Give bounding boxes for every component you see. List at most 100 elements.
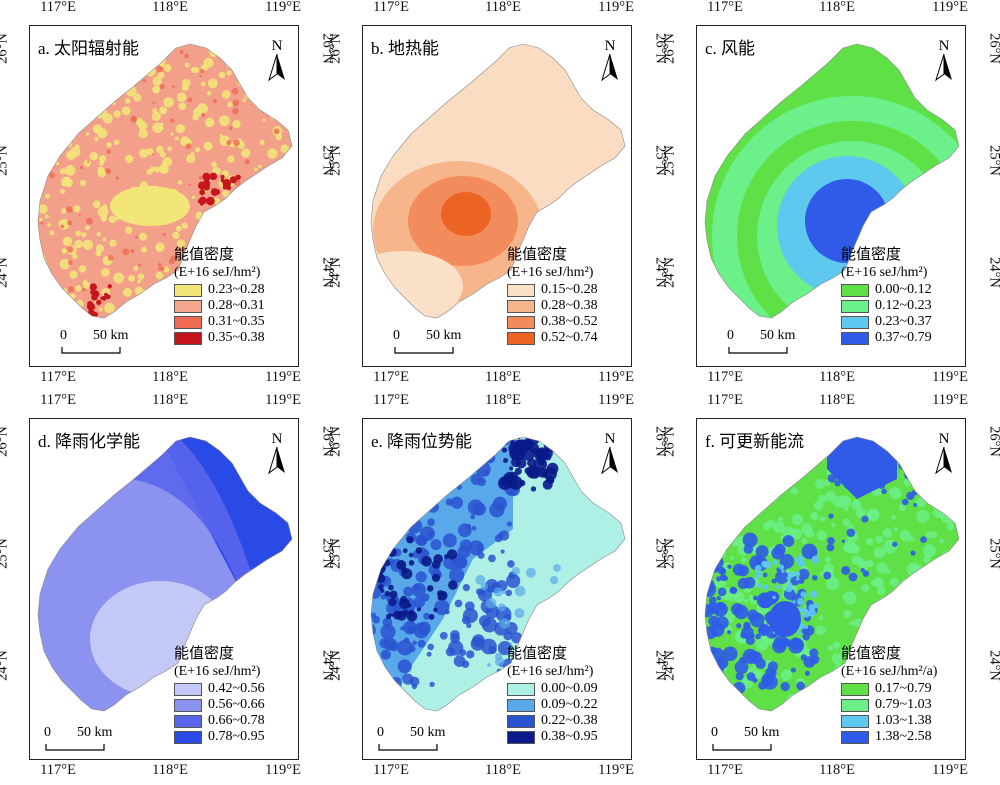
lon-tick-bottom: 117°E xyxy=(707,369,743,385)
panel-title: a. 太阳辐射能 xyxy=(38,39,140,58)
lat-tick-left: 26°N xyxy=(0,426,11,457)
map-frame xyxy=(696,418,966,760)
lat-tick-left: 25°N xyxy=(327,145,344,176)
lat-tick-left: 24°N xyxy=(661,257,678,288)
legend-title: 能值密度 xyxy=(507,646,568,662)
map-canvas xyxy=(37,436,293,712)
lon-tick-bottom: 119°E xyxy=(265,762,301,778)
lat-tick-right: 25°N xyxy=(986,145,1000,176)
legend-label: 0.42~0.56 xyxy=(208,681,265,696)
legend-swatch xyxy=(841,698,869,712)
legend-swatch xyxy=(841,299,869,313)
north-label: N xyxy=(605,431,616,447)
lon-tick-top: 118°E xyxy=(152,0,188,15)
lat-tick-left: 26°N xyxy=(661,33,678,64)
legend-label: 0.35~0.38 xyxy=(208,330,265,345)
legend-unit: (E+16 seJ/hm²) xyxy=(507,265,594,280)
north-arrow-icon: N xyxy=(595,429,625,481)
lon-tick-top: 119°E xyxy=(932,392,968,408)
legend-title: 能值密度 xyxy=(841,646,902,662)
lon-tick-top: 118°E xyxy=(485,0,521,15)
legend-item: 0.52~0.74 xyxy=(507,330,598,346)
legend-swatch xyxy=(841,331,869,345)
legend-label: 0.09~0.22 xyxy=(541,697,598,712)
legend-label: 1.03~1.38 xyxy=(875,713,932,728)
legend-item: 0.79~1.03 xyxy=(841,697,937,713)
legend: 能值密度 (E+16 seJ/hm²) 0.00~0.09 0.09~0.22 0.22… xyxy=(507,645,598,745)
lat-tick-left: 24°N xyxy=(0,257,11,288)
scale-text: 0 50 km xyxy=(711,725,779,741)
lon-tick-bottom: 119°E xyxy=(932,369,968,385)
legend-swatch xyxy=(841,283,869,297)
scale-zero: 0 xyxy=(727,328,734,343)
lon-tick-bottom: 119°E xyxy=(598,369,634,385)
lon-tick-bottom: 119°E xyxy=(598,762,634,778)
north-label: N xyxy=(939,38,950,54)
lat-tick-left: 24°N xyxy=(661,650,678,681)
scale-bar: 0 50 km xyxy=(393,328,461,360)
map-frame xyxy=(362,25,632,367)
legend-label: 0.52~0.74 xyxy=(541,330,598,345)
legend-unit: (E+16 seJ/hm²) xyxy=(841,265,928,280)
scale-bar-line xyxy=(45,744,105,751)
legend-unit: (E+16 seJ/hm²/a) xyxy=(841,664,938,679)
lon-tick-top: 119°E xyxy=(265,0,301,15)
legend-label: 0.22~0.38 xyxy=(541,713,598,728)
legend-swatch xyxy=(841,730,869,744)
legend-swatch xyxy=(174,299,202,313)
legend-swatch xyxy=(174,714,202,728)
map-canvas xyxy=(370,43,626,319)
scale-zero: 0 xyxy=(44,725,51,740)
scale-bar: 0 50 km xyxy=(711,725,779,757)
lon-tick-bottom: 118°E xyxy=(152,369,188,385)
lat-tick-left: 24°N xyxy=(327,650,344,681)
scale-text: 0 50 km xyxy=(60,328,128,344)
scale-zero: 0 xyxy=(393,328,400,343)
legend-swatch xyxy=(507,331,535,345)
lon-tick-bottom: 118°E xyxy=(152,762,188,778)
legend-item: 0.23~0.37 xyxy=(841,314,932,330)
scale-zero: 0 xyxy=(377,725,384,740)
panel-title: e. 降雨位势能 xyxy=(371,432,473,451)
legend-item: 0.38~0.52 xyxy=(507,314,598,330)
lat-tick-left: 25°N xyxy=(0,538,11,569)
scale-text: 0 50 km xyxy=(727,328,795,344)
legend-item: 0.22~0.38 xyxy=(507,713,598,729)
legend: 能值密度 (E+16 seJ/hm²) 0.23~0.28 0.28~0.31 0.31… xyxy=(174,246,265,346)
north-arrow-icon: N xyxy=(929,429,959,481)
lon-tick-bottom: 117°E xyxy=(707,762,743,778)
north-label: N xyxy=(272,38,283,54)
scale-bar: 0 50 km xyxy=(60,328,128,360)
legend-swatch xyxy=(507,299,535,313)
lon-tick-top: 119°E xyxy=(598,0,634,15)
legend-item: 0.37~0.79 xyxy=(841,330,932,346)
legend-swatch xyxy=(507,315,535,329)
legend-item: 0.23~0.28 xyxy=(174,282,265,298)
legend-item: 0.78~0.95 xyxy=(174,729,265,745)
scale-label: 50 km xyxy=(760,328,796,343)
legend-swatch xyxy=(507,283,535,297)
lon-tick-top: 119°E xyxy=(598,392,634,408)
legend-item: 0.28~0.38 xyxy=(507,298,598,314)
legend-swatch xyxy=(174,730,202,744)
lon-tick-top: 119°E xyxy=(265,392,301,408)
legend-swatch xyxy=(507,698,535,712)
lon-tick-top: 119°E xyxy=(932,0,968,15)
legend-label: 0.56~0.66 xyxy=(208,697,265,712)
lat-tick-left: 25°N xyxy=(661,145,678,176)
legend-swatch xyxy=(174,698,202,712)
north-label: N xyxy=(605,38,616,54)
scale-label: 50 km xyxy=(410,725,446,740)
lon-tick-top: 117°E xyxy=(40,392,76,408)
legend-label: 0.17~0.79 xyxy=(875,681,932,696)
map-frame xyxy=(29,418,299,760)
legend-swatch xyxy=(507,682,535,696)
map-frame xyxy=(696,25,966,367)
legend: 能值密度 (E+16 seJ/hm²) 0.15~0.28 0.28~0.38 0.38… xyxy=(507,246,598,346)
legend-item: 0.66~0.78 xyxy=(174,713,265,729)
legend-label: 0.15~0.28 xyxy=(541,282,598,297)
lat-tick-right: 26°N xyxy=(986,426,1000,457)
legend-label: 0.38~0.95 xyxy=(541,729,598,744)
legend: 能值密度 (E+16 seJ/hm²) 0.00~0.12 0.12~0.23 0.23… xyxy=(841,246,932,346)
legend-swatch xyxy=(174,315,202,329)
